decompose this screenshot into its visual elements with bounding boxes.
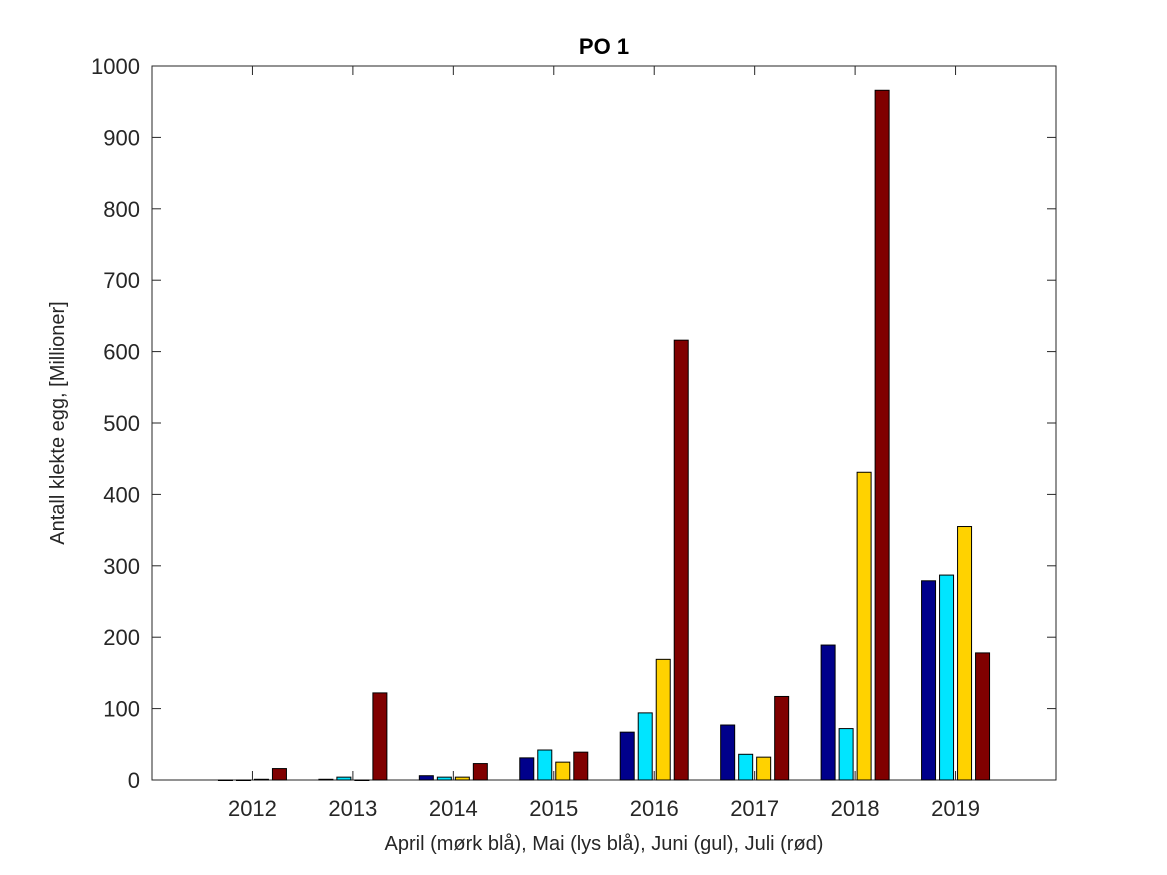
y-axis-label: Antall klekte egg, [Millioner] (47, 301, 69, 544)
y-tick-label: 500 (103, 411, 140, 436)
bar-juni-2017 (756, 756, 772, 781)
y-tick-label: 600 (103, 340, 140, 365)
bar-mai-2019 (939, 574, 955, 781)
bar-april-2018 (820, 644, 836, 781)
plot-area (151, 65, 1057, 781)
x-tick-label: 2014 (429, 796, 478, 821)
x-tick-label: 2015 (529, 796, 578, 821)
bar-april-2013 (318, 778, 334, 781)
y-tick-label: 800 (103, 197, 140, 222)
bar-april-2019 (921, 580, 937, 781)
bar-juni-2013 (354, 779, 370, 781)
bar-juli-2015 (573, 751, 589, 781)
bar-mai-2014 (436, 776, 452, 781)
y-tick-label: 100 (103, 697, 140, 722)
y-tick-label: 200 (103, 625, 140, 650)
bar-juli-2016 (673, 339, 689, 781)
chart-title: PO 1 (579, 34, 629, 59)
bar-mai-2013 (336, 776, 352, 781)
x-tick-label: 2019 (931, 796, 980, 821)
bar-juli-2014 (472, 763, 488, 781)
y-tick-label: 700 (103, 268, 140, 293)
y-tick-label: 0 (128, 768, 140, 793)
y-tick-label: 400 (103, 482, 140, 507)
x-tick-label: 2012 (228, 796, 277, 821)
bar-mai-2016 (637, 712, 653, 781)
bar-juni-2016 (655, 658, 671, 781)
bar-mai-2015 (537, 749, 553, 781)
bar-juni-2014 (454, 776, 470, 781)
y-tick-label: 900 (103, 125, 140, 150)
bar-juli-2012 (271, 768, 287, 781)
bar-mai-2017 (738, 753, 754, 781)
bar-juni-2012 (253, 778, 269, 781)
bar-juni-2015 (555, 761, 571, 781)
bar-april-2015 (519, 757, 535, 781)
bar-juni-2018 (856, 471, 872, 781)
x-tick-label: 2017 (730, 796, 779, 821)
bar-april-2012 (217, 779, 233, 781)
y-tick-label: 300 (103, 554, 140, 579)
bar-april-2016 (619, 731, 635, 781)
y-tick-label: 1000 (91, 54, 140, 79)
bar-juli-2017 (774, 695, 790, 781)
bar-april-2014 (418, 775, 434, 781)
bar-april-2017 (720, 724, 736, 781)
bar-juli-2018 (874, 89, 890, 781)
x-tick-label: 2018 (831, 796, 880, 821)
x-axis-label: April (mørk blå), Mai (lys blå), Juni (g… (385, 833, 824, 855)
bar-mai-2012 (235, 779, 251, 781)
bar-mai-2018 (838, 728, 854, 781)
bar-juni-2019 (957, 526, 973, 781)
x-tick-label: 2013 (328, 796, 377, 821)
x-tick-label: 2016 (630, 796, 679, 821)
bar-juli-2019 (975, 652, 991, 781)
bar-juli-2013 (372, 692, 388, 781)
